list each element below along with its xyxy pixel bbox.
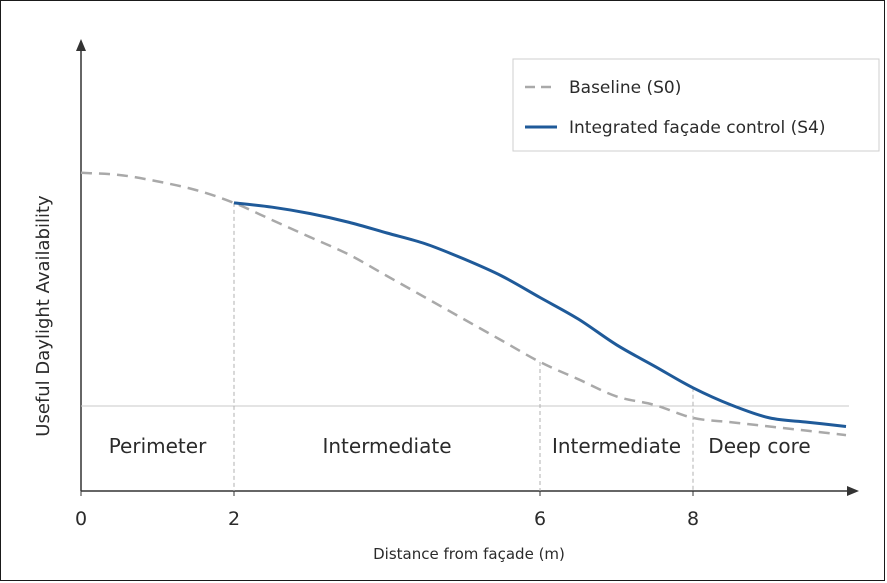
integrated-series-line [233,201,847,428]
y-axis-arrow [76,39,86,51]
x-tick-label: 2 [228,508,240,530]
y-axis-label: Useful Daylight Availability [33,195,54,437]
x-tick-label: 8 [687,508,699,530]
x-tick-label: 6 [534,508,546,530]
baseline-series-line [80,171,847,437]
legend: Baseline (S0) Integrated façade control … [512,58,880,152]
zone-label: Intermediate [322,434,451,458]
x-tick-label: 0 [75,508,87,530]
legend-box [512,58,880,152]
x-axis-label: Distance from façade (m) [373,545,565,563]
zone-label: Intermediate [552,434,681,458]
legend-label-baseline: Baseline (S0) [569,78,681,98]
x-axis-arrow [847,486,859,496]
zone-labels: Perimeter Intermediate Intermediate Deep co… [109,434,811,458]
legend-label-integrated: Integrated façade control (S4) [569,118,825,138]
x-ticks: 0 2 6 8 [75,491,699,530]
zone-label: Perimeter [109,434,207,458]
zone-label: Deep core [708,434,810,458]
zone-guides [233,202,694,491]
series-layer [80,171,847,437]
